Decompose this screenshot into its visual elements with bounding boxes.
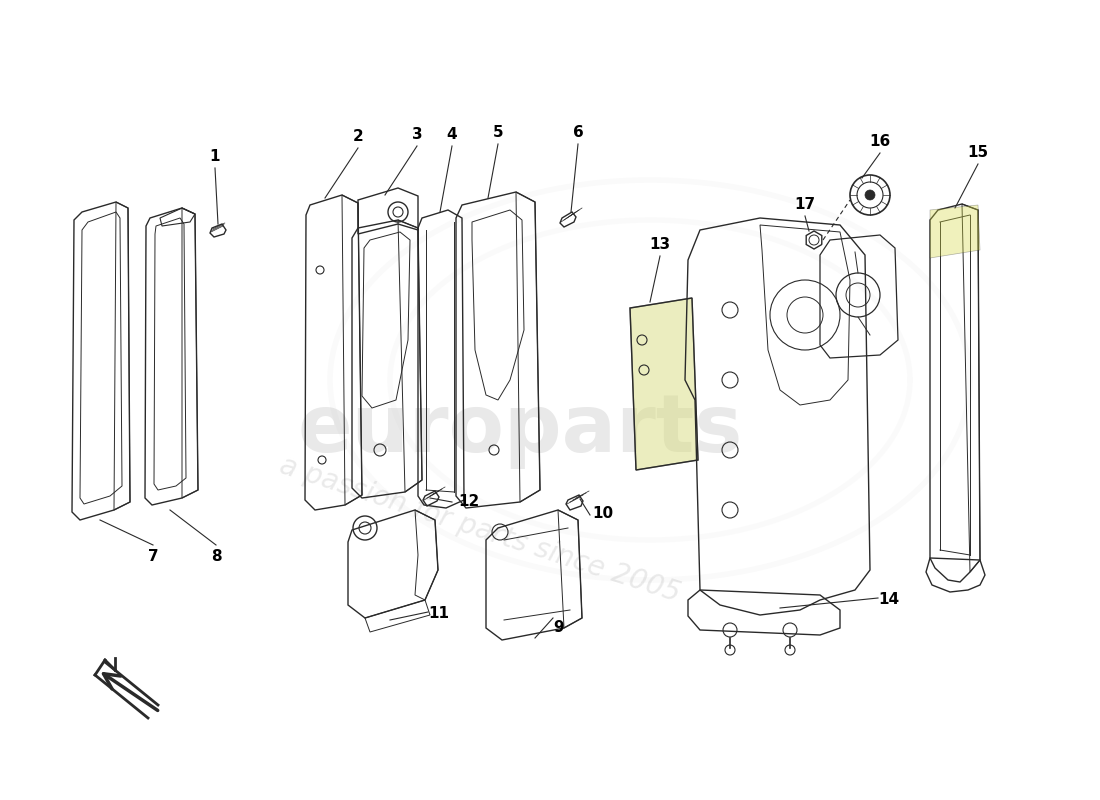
Text: 4: 4 — [447, 127, 458, 142]
Text: 15: 15 — [967, 145, 989, 160]
Text: 2: 2 — [353, 129, 363, 144]
Polygon shape — [930, 205, 980, 258]
Text: 7: 7 — [147, 549, 158, 564]
Text: 11: 11 — [428, 606, 449, 622]
Text: 5: 5 — [493, 125, 504, 140]
Text: 10: 10 — [592, 506, 613, 522]
Text: 12: 12 — [458, 494, 480, 510]
Text: 14: 14 — [878, 591, 899, 606]
Text: 8: 8 — [211, 549, 221, 564]
Circle shape — [865, 190, 874, 200]
Text: 6: 6 — [573, 125, 583, 140]
Text: 1: 1 — [210, 149, 220, 164]
Text: 3: 3 — [411, 127, 422, 142]
Text: 16: 16 — [869, 134, 891, 149]
Text: 13: 13 — [649, 237, 671, 252]
Text: 17: 17 — [794, 197, 815, 212]
Text: 9: 9 — [553, 620, 563, 635]
Text: europarts: europarts — [297, 391, 742, 469]
Polygon shape — [630, 298, 698, 470]
Text: a passion for parts since 2005: a passion for parts since 2005 — [276, 452, 684, 608]
